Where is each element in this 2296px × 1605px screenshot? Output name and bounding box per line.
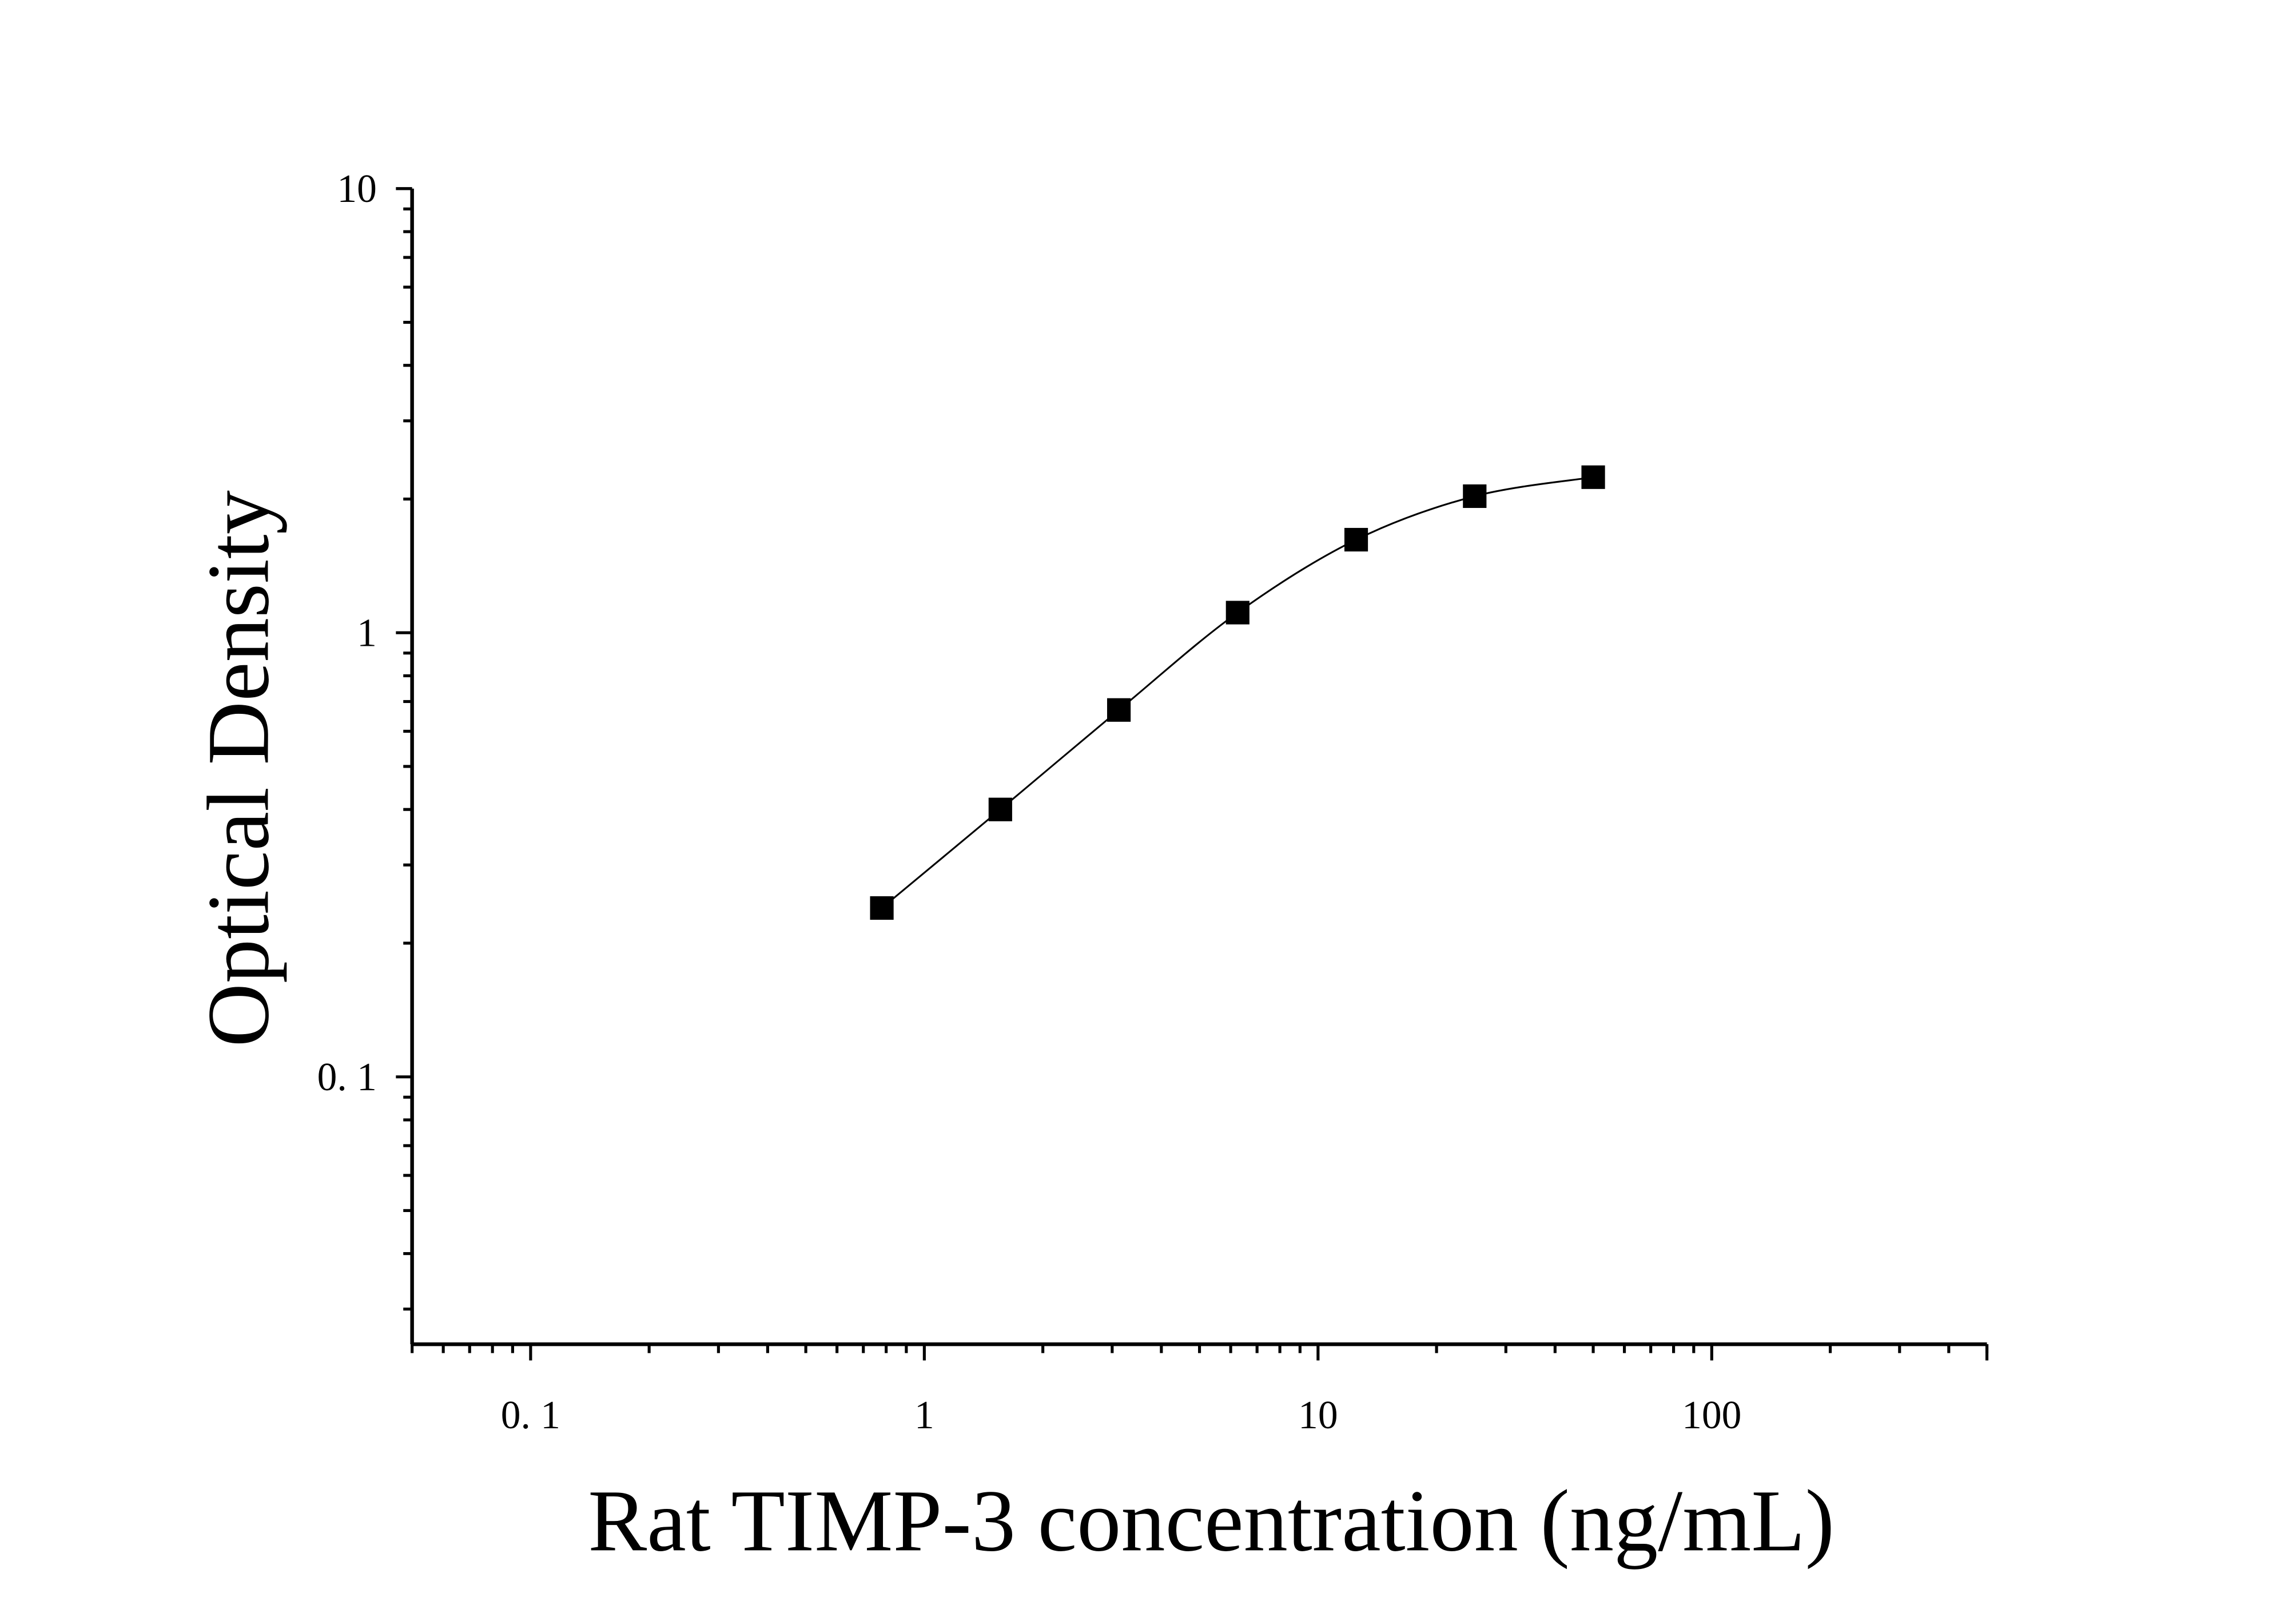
data-point (1225, 601, 1250, 625)
y-tick-label: 1 (357, 611, 377, 655)
axes: 0. 1 1 10 100 0. 1 1 10 (317, 167, 1989, 1437)
fitted-curve (881, 476, 1594, 909)
x-tick-label: 0. 1 (501, 1393, 560, 1437)
data-point (870, 896, 894, 920)
y-tick-label: 0. 1 (317, 1055, 377, 1099)
x-tick-label: 100 (1682, 1393, 1741, 1437)
data-point (1581, 465, 1605, 489)
data-points (870, 465, 1605, 920)
y-tick-label: 10 (337, 167, 376, 211)
y-axis-label: Optical Density (189, 490, 287, 1047)
x-axis-label: Rat TIMP-3 concentration (ng/mL) (588, 1472, 1835, 1570)
data-point (1463, 484, 1487, 508)
x-tick-label: 10 (1298, 1393, 1338, 1437)
x-tick-label: 1 (914, 1393, 934, 1437)
data-point (988, 797, 1012, 821)
data-point (1344, 527, 1368, 552)
data-point (1107, 698, 1131, 722)
